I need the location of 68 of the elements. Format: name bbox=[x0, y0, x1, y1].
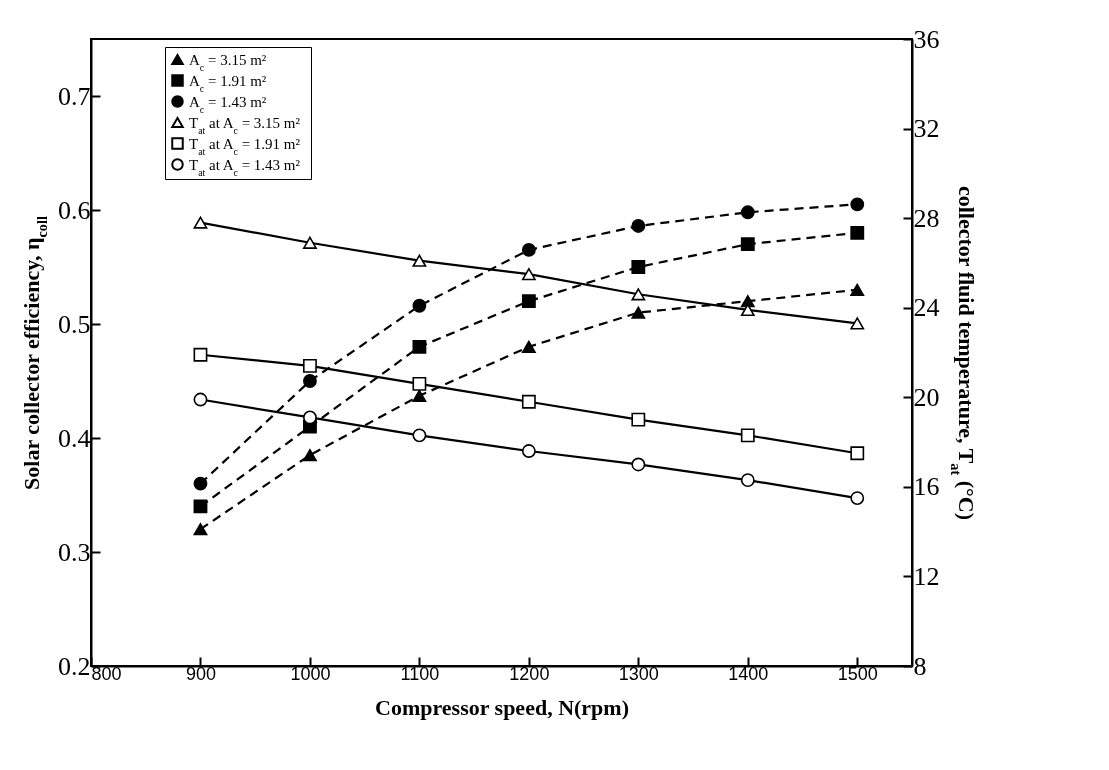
y2-tick-label: 36 bbox=[913, 24, 940, 54]
point bbox=[521, 394, 536, 409]
point bbox=[412, 254, 427, 267]
point bbox=[303, 374, 317, 388]
y2-tick-label: 28 bbox=[913, 203, 940, 233]
x-tick-label: 900 bbox=[185, 663, 216, 684]
point bbox=[521, 444, 536, 458]
x-axis-title: Compressor speed, N(rpm) bbox=[375, 694, 629, 720]
legend-label: A$_{c}$ = 1.43 m² bbox=[189, 93, 267, 114]
point bbox=[193, 392, 208, 407]
legend-label: A$_{c}$ = 3.15 m² bbox=[189, 51, 267, 72]
point bbox=[521, 340, 536, 353]
x-tick-label: 1400 bbox=[728, 663, 769, 684]
y2-tick-label: 32 bbox=[913, 114, 940, 144]
point bbox=[850, 197, 865, 212]
point bbox=[850, 446, 865, 461]
x-tick-label: 1100 bbox=[400, 663, 440, 684]
point bbox=[412, 298, 427, 313]
x-tick-label: 1000 bbox=[290, 663, 331, 684]
x-tick-label: 800 bbox=[91, 663, 122, 684]
point bbox=[631, 412, 646, 427]
point bbox=[850, 283, 865, 296]
y-tick-label: 0.3 bbox=[58, 537, 91, 567]
point bbox=[740, 473, 755, 488]
point bbox=[631, 219, 646, 233]
y2-tick-label: 16 bbox=[913, 472, 940, 502]
point bbox=[631, 260, 646, 274]
point bbox=[412, 389, 427, 402]
point bbox=[850, 225, 865, 240]
point bbox=[631, 306, 646, 319]
point bbox=[850, 491, 865, 505]
y2-tick-label: 24 bbox=[913, 293, 940, 323]
point bbox=[850, 317, 865, 330]
legend-label: A$_{c}$ = 1.91 m² bbox=[189, 72, 267, 93]
legend-label: T$_{at}$ at A$_{c}$ = 1.91 m² bbox=[189, 135, 301, 156]
y2-tick-label: 20 bbox=[913, 382, 940, 412]
x-tick-label: 1200 bbox=[509, 663, 550, 684]
point bbox=[193, 476, 208, 491]
legend-label: T$_{at}$ at A$_{c}$ = 1.43 m² bbox=[189, 156, 301, 177]
point bbox=[303, 410, 317, 425]
x-tick-label: 1500 bbox=[837, 663, 878, 684]
point bbox=[521, 294, 536, 309]
point bbox=[740, 237, 755, 252]
point bbox=[193, 523, 208, 536]
point bbox=[303, 359, 317, 373]
legend-label: T$_{at}$ at A$_{c}$ = 3.15 m² bbox=[189, 114, 301, 135]
point bbox=[193, 216, 208, 229]
point bbox=[631, 457, 646, 472]
point bbox=[193, 499, 208, 514]
point bbox=[521, 268, 536, 281]
y2-tick-label: 12 bbox=[913, 561, 940, 591]
point bbox=[193, 347, 208, 362]
point bbox=[303, 236, 317, 249]
point bbox=[740, 205, 755, 220]
point bbox=[521, 242, 536, 257]
y2-tick-label: 8 bbox=[913, 651, 927, 681]
y-tick-label: 0.7 bbox=[58, 81, 91, 111]
x-tick-label: 1300 bbox=[618, 663, 659, 684]
point bbox=[631, 288, 646, 301]
point bbox=[412, 428, 427, 443]
y-tick-label: 0.5 bbox=[58, 309, 91, 339]
point bbox=[412, 339, 427, 354]
point bbox=[303, 449, 317, 462]
y-tick-label: 0.4 bbox=[58, 423, 91, 453]
point bbox=[740, 428, 755, 443]
y-tick-label: 0.2 bbox=[58, 651, 91, 681]
point bbox=[412, 376, 427, 391]
y-tick-label: 0.6 bbox=[58, 195, 91, 225]
